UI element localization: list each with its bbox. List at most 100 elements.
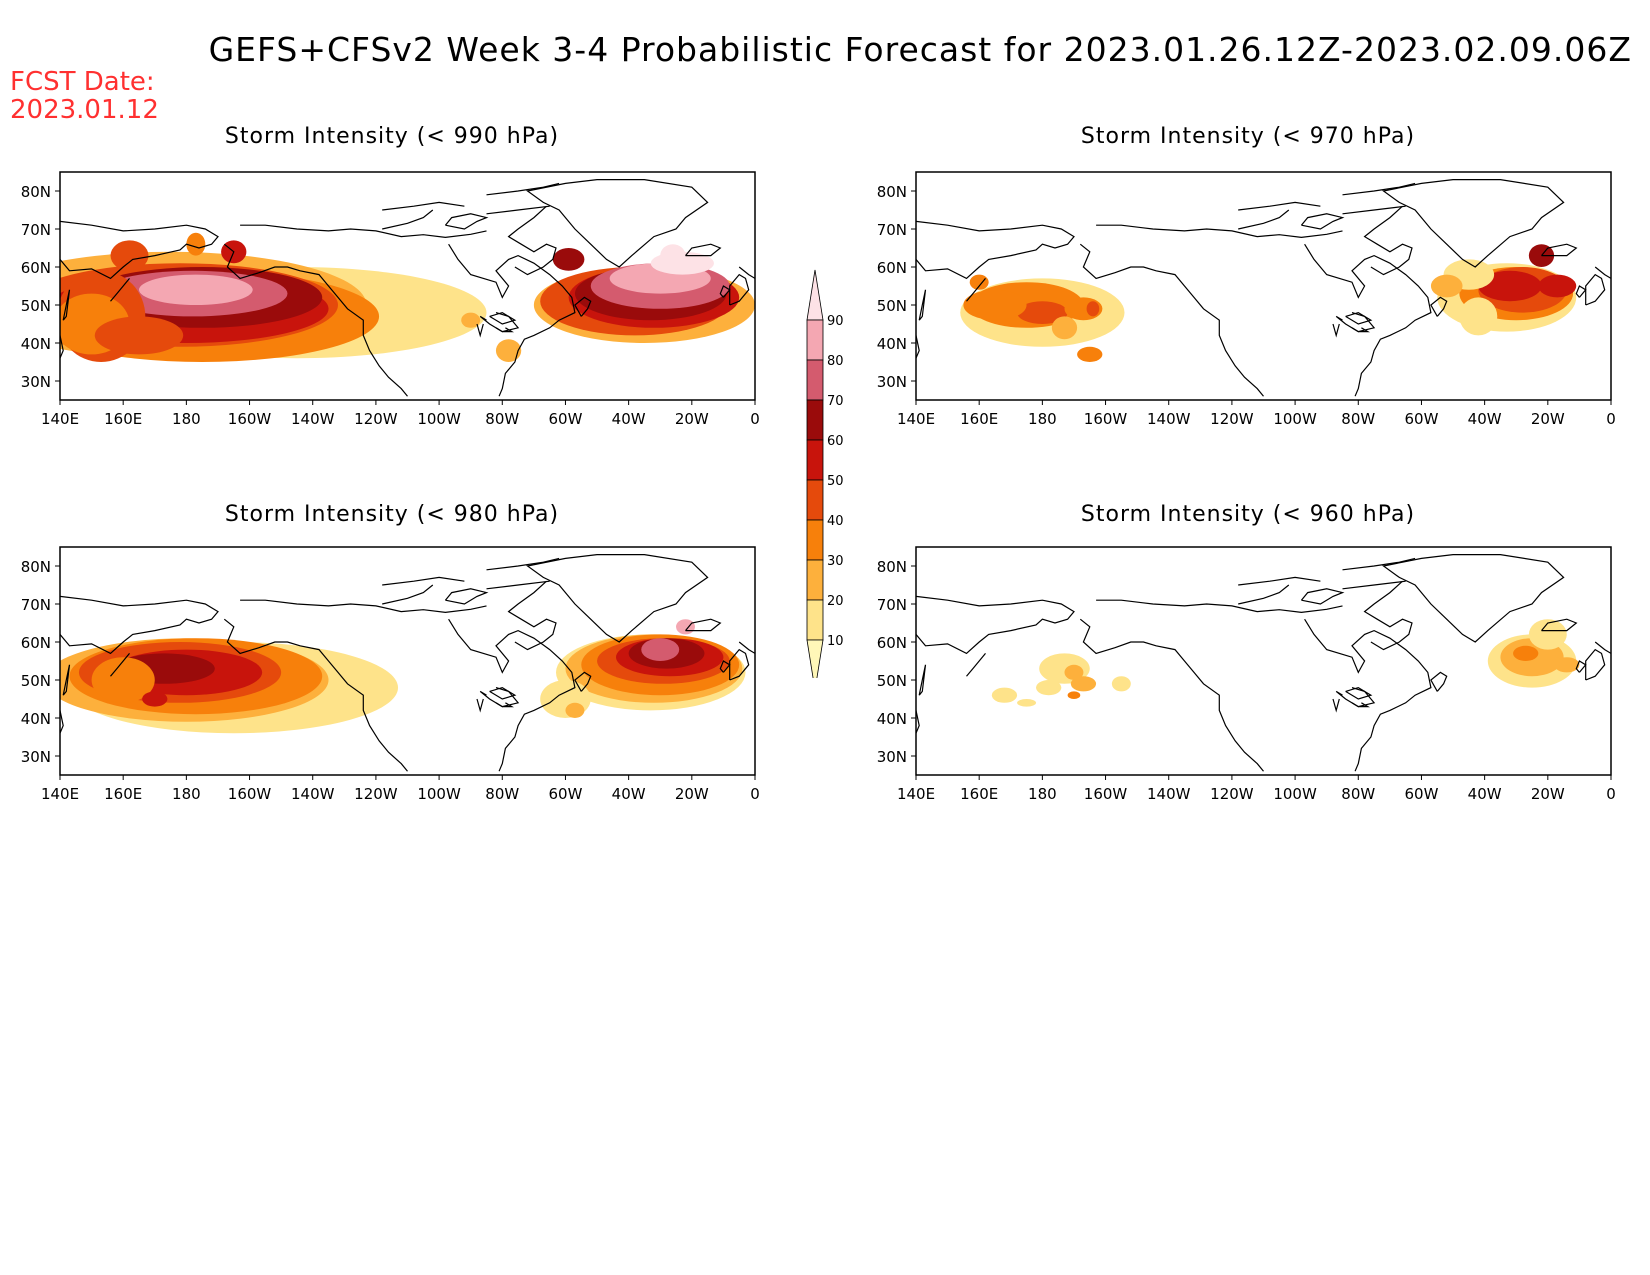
x-tick-label: 120W	[354, 410, 398, 428]
coastline	[1079, 243, 1264, 397]
coastline	[526, 179, 709, 268]
coastline	[1541, 243, 1578, 257]
probability-field	[60, 232, 755, 362]
coastline	[1382, 179, 1565, 268]
coastline	[507, 580, 557, 651]
coastline	[1345, 311, 1373, 325]
colorbar-label: 30	[827, 554, 844, 569]
map-panel-980: 140E 160E 180 160W 140W 120W 100W 80W 60W 40W 20W 0…	[21, 546, 760, 803]
coastline	[486, 205, 550, 215]
fcst-date: 2023.01.12	[10, 95, 159, 125]
coastlines	[916, 179, 1611, 397]
coastline	[448, 618, 576, 772]
coastline	[1430, 671, 1448, 692]
coastline	[110, 278, 130, 302]
coastline	[1342, 205, 1406, 215]
probability-cell	[1513, 645, 1539, 661]
probability-cell	[186, 232, 206, 256]
probability-cell	[461, 312, 481, 328]
coastline	[1575, 660, 1587, 673]
x-tick-label: 160W	[228, 785, 272, 803]
x-tick-label: 180	[1028, 785, 1057, 803]
panel-title-960: Storm Intensity (< 960 hPa)	[1080, 502, 1416, 527]
coastline	[1238, 576, 1321, 586]
x-tick-label: 120W	[1210, 785, 1254, 803]
coastline	[382, 576, 465, 586]
panel-title-990: Storm Intensity (< 990 hPa)	[224, 124, 560, 149]
coastline	[1300, 213, 1345, 230]
coastline	[738, 641, 755, 654]
x-tick-label: 140E	[897, 410, 935, 428]
probability-cell	[138, 274, 253, 305]
map-frame	[59, 546, 756, 776]
coastline	[719, 660, 731, 673]
colorbar-cell	[806, 519, 824, 561]
y-tick-label: 40N	[877, 335, 907, 353]
x-tick-label: 140W	[291, 410, 335, 428]
x-tick-label: 80W	[485, 785, 519, 803]
x-tick-label: 120W	[354, 785, 398, 803]
x-tick-label: 100W	[1273, 410, 1317, 428]
coastline	[1575, 285, 1587, 298]
probability-cell	[1538, 274, 1577, 298]
colorbar: 10 20 30 40 50 60 70 80 90	[806, 269, 844, 678]
y-tick-label: 50N	[877, 297, 907, 315]
coastline	[1332, 323, 1340, 338]
coastline	[1096, 224, 1343, 239]
y-tick-label: 70N	[21, 596, 51, 614]
coastline	[918, 289, 927, 321]
probability-cell	[110, 240, 149, 271]
y-tick-label: 40N	[21, 710, 51, 728]
probability-cell	[660, 244, 686, 267]
coastline	[382, 584, 434, 605]
y-tick-label: 60N	[877, 259, 907, 277]
probability-cell	[565, 702, 585, 718]
coastline	[719, 285, 731, 298]
x-tick-label: 180	[1028, 410, 1057, 428]
y-tick-label: 40N	[21, 335, 51, 353]
x-tick-label: 100W	[417, 410, 461, 428]
map-frame	[915, 546, 1612, 776]
panel-title-970: Storm Intensity (< 970 hPa)	[1080, 124, 1416, 149]
probability-cell	[991, 687, 1018, 703]
colorbar-label: 20	[827, 594, 844, 609]
colorbar-label: 60	[827, 434, 844, 449]
x-tick-label: 60W	[1404, 410, 1438, 428]
coastline	[495, 327, 514, 333]
coastline	[444, 213, 489, 230]
x-tick-label: 20W	[1531, 410, 1565, 428]
coastline	[1079, 618, 1264, 772]
coastline	[240, 224, 487, 239]
coastline	[1300, 588, 1345, 605]
coastline	[60, 335, 64, 360]
coastline	[916, 710, 920, 735]
x-tick-label: 40W	[1468, 785, 1502, 803]
coastline	[685, 618, 722, 632]
y-tick-label: 30N	[21, 748, 51, 766]
colorbar-label: 40	[827, 514, 844, 529]
x-tick-label: 120W	[1210, 410, 1254, 428]
coastline	[1363, 205, 1413, 276]
probability-cell	[963, 289, 1027, 321]
coastline	[60, 710, 64, 735]
probability-cell	[1478, 270, 1542, 302]
coastline	[486, 557, 560, 571]
y-tick-label: 30N	[21, 373, 51, 391]
coastline	[382, 209, 434, 230]
y-tick-label: 60N	[21, 259, 51, 277]
probability-cell	[1528, 619, 1567, 650]
probability-cell	[94, 316, 184, 355]
colorbar-label: 90	[827, 314, 844, 329]
x-tick-label: 140W	[1147, 410, 1191, 428]
colorbar-cell	[806, 269, 824, 321]
x-tick-label: 60W	[548, 410, 582, 428]
probability-cell	[1459, 297, 1498, 336]
coastline	[60, 595, 219, 655]
probability-field	[960, 244, 1577, 362]
coastline	[486, 580, 550, 590]
coastline	[1342, 182, 1416, 196]
coastline	[489, 311, 517, 325]
map-panel-970: 140E 160E 180 160W 140W 120W 100W 80W 60W 40W 20W 0…	[877, 171, 1616, 428]
x-tick-label: 160E	[104, 410, 142, 428]
coastline	[1363, 580, 1413, 651]
